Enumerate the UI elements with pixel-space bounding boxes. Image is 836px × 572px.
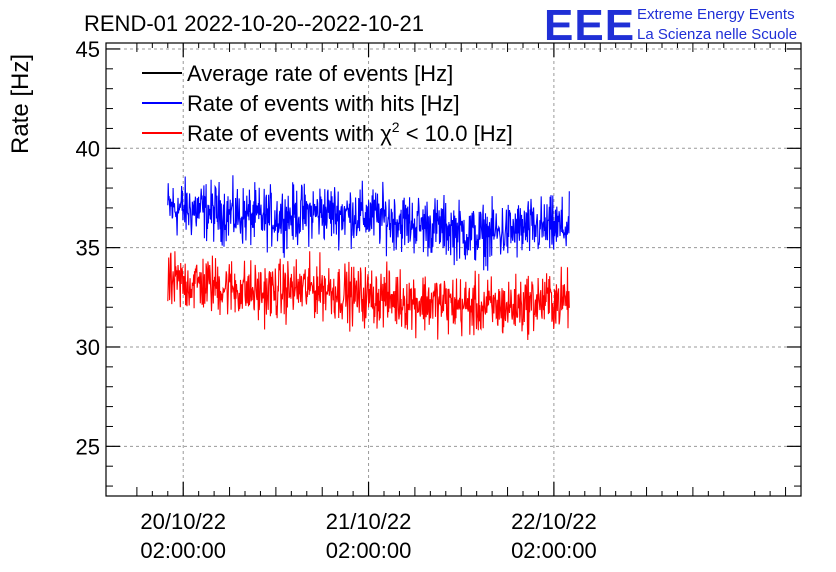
y-tick-label: 30 xyxy=(76,335,100,360)
x-tick-label-date: 21/10/22 xyxy=(326,509,412,534)
legend-chi-symbol: χ xyxy=(380,121,392,146)
grid xyxy=(106,43,801,496)
logo-line-1: Extreme Energy Events xyxy=(637,6,795,23)
logo-letters: EEE xyxy=(544,1,635,50)
legend-chi2-prefix: Rate of events with xyxy=(187,121,380,146)
legend: Average rate of events [Hz] Rate of even… xyxy=(142,61,513,146)
y-tick-labels: 25 30 35 40 45 xyxy=(76,37,100,459)
legend-label-hits: Rate of events with hits [Hz] xyxy=(187,91,460,116)
y-tick-label: 45 xyxy=(76,37,100,62)
logo-line-2: La Scienza nelle Scuole xyxy=(637,26,797,43)
x-tick-label-time: 02:00:00 xyxy=(511,538,597,563)
series-line-1 xyxy=(167,175,570,271)
legend-chi2-suffix: < 10.0 [Hz] xyxy=(400,121,513,146)
x-tick-label-time: 02:00:00 xyxy=(326,538,412,563)
legend-label-average: Average rate of events [Hz] xyxy=(187,61,453,86)
plot-frame xyxy=(105,42,802,497)
eee-logo: EEE Extreme Energy Events La Scienza nel… xyxy=(544,1,797,50)
x-tick-labels: 20/10/22 02:00:00 21/10/22 02:00:00 22/10/22… xyxy=(140,509,596,563)
y-tick-label: 35 xyxy=(76,236,100,261)
y-tick-label: 25 xyxy=(76,434,100,459)
series-line-2 xyxy=(167,251,570,341)
legend-label-chi2: Rate of events with χ2 < 10.0 [Hz] xyxy=(187,119,513,146)
y-axis-label: Rate [Hz] xyxy=(7,54,34,154)
chart-title: REND-01 2022-10-20--2022-10-21 xyxy=(84,11,424,36)
y-tick-label: 40 xyxy=(76,136,100,161)
axis-ticks xyxy=(106,43,801,496)
x-tick-label-time: 02:00:00 xyxy=(140,538,226,563)
x-tick-label-date: 20/10/22 xyxy=(140,509,226,534)
legend-chi-superscript: 2 xyxy=(392,119,400,135)
series-group xyxy=(167,175,570,341)
x-tick-label-date: 22/10/22 xyxy=(511,509,597,534)
